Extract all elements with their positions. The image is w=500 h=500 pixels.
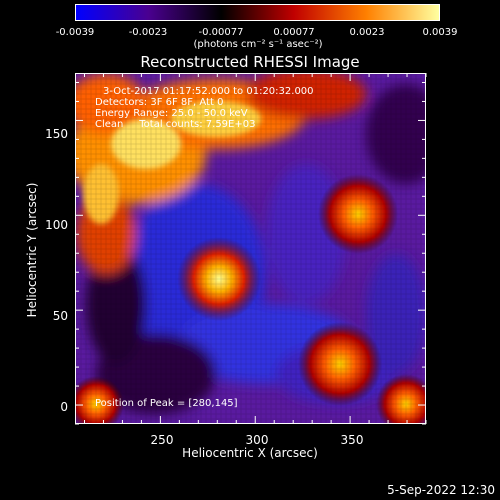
solar-image-picture bbox=[76, 74, 425, 423]
colorbar-tick-label: -0.0023 bbox=[128, 27, 168, 38]
rhessi-image-plot bbox=[75, 73, 426, 424]
x-axis-label: Heliocentric X (arcsec) bbox=[182, 446, 318, 460]
colorbar-tick-label: 0.0023 bbox=[349, 27, 385, 38]
y-tick-label: 0 bbox=[60, 400, 68, 414]
colorbar-tick-label: -0.00077 bbox=[198, 27, 244, 38]
detectors-text: Detectors: 3F 6F 8F, Att 0 bbox=[95, 97, 224, 108]
colorbar bbox=[75, 4, 440, 21]
footer-timestamp: 5-Sep-2022 12:30 bbox=[387, 483, 495, 497]
y-tick-label: 100 bbox=[45, 218, 68, 232]
energy-range-text: Energy Range: 25.0 - 50.0 keV bbox=[95, 108, 248, 119]
x-tick-label: 300 bbox=[245, 433, 269, 447]
time-range-text: 3-Oct-2017 01:17:52.000 to 01:20:32.000 bbox=[103, 86, 314, 97]
image-title: Reconstructed RHESSI Image bbox=[140, 53, 360, 71]
y-tick-label: 150 bbox=[45, 127, 68, 141]
colorbar-unit-label: (photons cm⁻² s⁻¹ asec⁻²) bbox=[193, 39, 323, 50]
clean-counts-text: Clean Total counts: 7.59E+03 bbox=[95, 119, 256, 130]
colorbar-tick-label: 0.00077 bbox=[273, 27, 315, 38]
x-tick-label: 250 bbox=[150, 433, 174, 447]
peak-position-text: Position of Peak = [280,145] bbox=[95, 398, 238, 409]
colorbar-tick-label: 0.0039 bbox=[422, 27, 458, 38]
colorbar-tick-label: -0.0039 bbox=[55, 27, 95, 38]
x-tick-label: 350 bbox=[340, 433, 364, 447]
y-tick-label: 50 bbox=[52, 309, 68, 323]
y-axis-label: Heliocentric Y (arcsec) bbox=[25, 182, 39, 318]
